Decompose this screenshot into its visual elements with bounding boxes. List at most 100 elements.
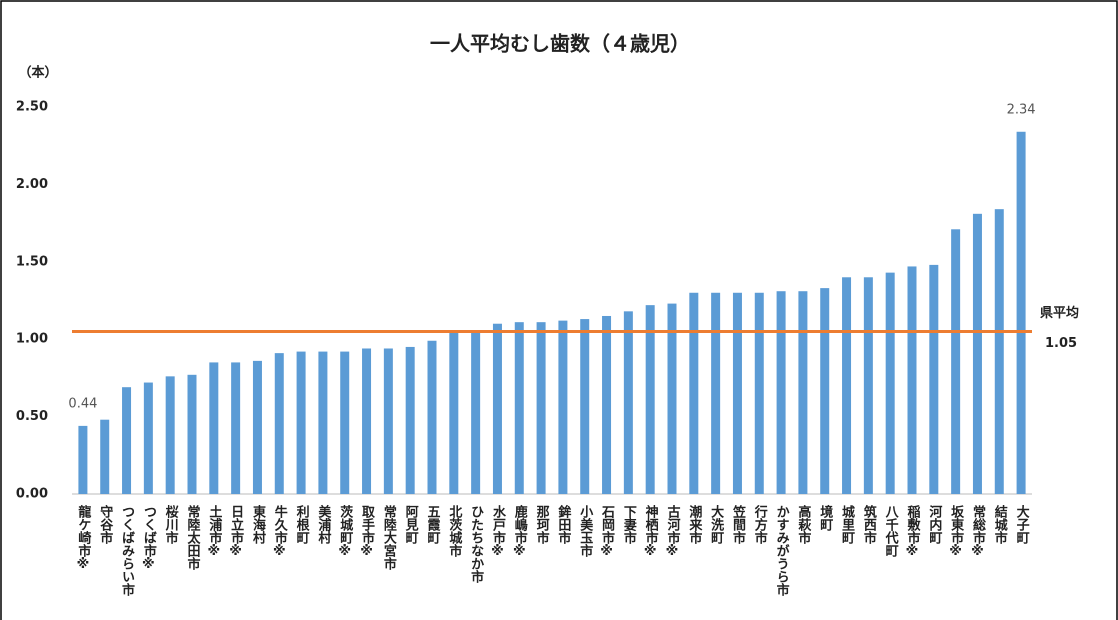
bar [842,277,852,494]
reference-label: 県平均 [1040,305,1079,321]
bar [602,315,612,494]
bar [558,320,568,494]
bar [732,292,742,494]
bar [143,382,153,494]
bar [100,419,110,494]
x-tick-label: つくば市※ [141,505,157,572]
x-tick-label: 大洗町 [708,504,724,545]
bar [296,351,306,494]
x-tick-label: 東海村 [250,504,266,545]
bar [383,348,393,494]
x-tick-label: 茨城町※ [337,504,353,559]
x-tick-label: 水戸市※ [490,504,506,559]
x-tick-label: 八千代町 [883,505,900,558]
bar [165,376,175,494]
chart-title: 一人平均むし歯数（４歳児） [430,32,690,56]
x-tick-label: 取手市※ [359,505,375,559]
x-tick-label: 阿見町 [403,505,420,545]
y-tick-label: 0.50 [16,409,48,424]
bar [667,303,677,494]
y-tick-label: 1.50 [16,254,48,269]
bar [187,374,197,494]
bar [78,425,88,494]
x-tick-label: 常陸大宮市 [381,504,397,571]
bar [274,353,284,494]
x-tick-label: 城里町 [839,504,855,545]
y-tick-label: 1.00 [16,332,48,347]
y-tick-label: 2.50 [16,100,48,115]
bar [798,291,808,494]
x-tick-label: 大子町 [1014,504,1029,545]
bar [754,292,764,494]
y-tick-label: 2.00 [16,177,48,192]
x-tick-label: 小美玉市 [577,505,593,558]
x-tick-label: 北茨城市 [446,505,462,558]
value-label: 2.34 [1007,102,1036,117]
x-tick-label: 常陸太田市 [185,504,202,571]
x-tick-label: 利根町 [294,504,310,545]
bar [427,340,437,494]
bar [972,213,982,494]
x-tick-label: 鉾田市 [555,504,571,545]
value-label: 0.44 [68,396,97,411]
x-tick-label: 桜川市 [163,504,180,545]
bar [362,348,372,494]
x-tick-label: 潮来市 [686,504,703,545]
x-tick-label: 美浦村 [315,504,331,545]
bar [252,360,262,494]
bar [776,291,786,494]
bar [623,311,633,494]
x-tick-label: 神栖市※ [643,504,659,559]
x-tick-label: 龍ケ崎市※ [75,504,91,572]
x-tick-label: 日立市※ [228,505,244,559]
x-tick-label: 土浦市※ [206,504,222,559]
bar [994,209,1004,494]
x-tick-label: 五霞町 [425,505,441,545]
bar [536,322,546,494]
x-tick-label: 古河市※ [665,504,681,559]
x-tick-label: 那珂市 [534,505,550,545]
bar [340,351,350,494]
x-tick-label: 境町 [817,504,833,532]
bar [711,292,721,494]
y-tick-label: 0.00 [16,487,48,502]
bar [580,319,590,494]
bar [645,305,655,494]
reference-value: 1.05 [1045,336,1077,351]
x-tick-label: つくばみらい市 [119,505,135,597]
x-tick-label: 行方市 [752,504,769,545]
x-tick-label: 牛久市※ [272,504,288,559]
bar [820,288,830,494]
bar [885,272,895,494]
bar [951,229,961,495]
x-tick-label: 高萩市 [795,504,812,545]
bar [863,277,873,494]
bar [209,362,219,494]
bar [492,323,502,494]
bar [689,292,699,494]
bar [907,266,917,494]
x-tick-label: かすみがうら市 [774,505,790,597]
y-unit-label: （本） [18,65,57,81]
bar [929,264,939,494]
bar [1016,131,1026,494]
bar [471,331,481,494]
x-tick-label: 笠間市 [730,504,747,545]
x-tick-label: ひたちなか市 [468,505,484,584]
x-tick-label: 守谷市 [97,504,113,545]
bar [514,322,524,494]
x-tick-label: 筑西市 [861,504,877,545]
x-tick-label: 石岡市※ [599,505,616,559]
x-tick-label: 河内町 [926,504,942,545]
bar [122,387,132,494]
bar [405,346,415,494]
bar [231,362,241,494]
x-tick-label: 稲敷市※ [905,504,921,559]
x-tick-label: 下妻市 [621,505,637,545]
bar [449,333,459,494]
x-tick-label: 常総市※ [970,504,986,559]
x-tick-label: 坂東市※ [948,504,964,559]
x-tick-label: 鹿嶋市※ [512,504,528,559]
